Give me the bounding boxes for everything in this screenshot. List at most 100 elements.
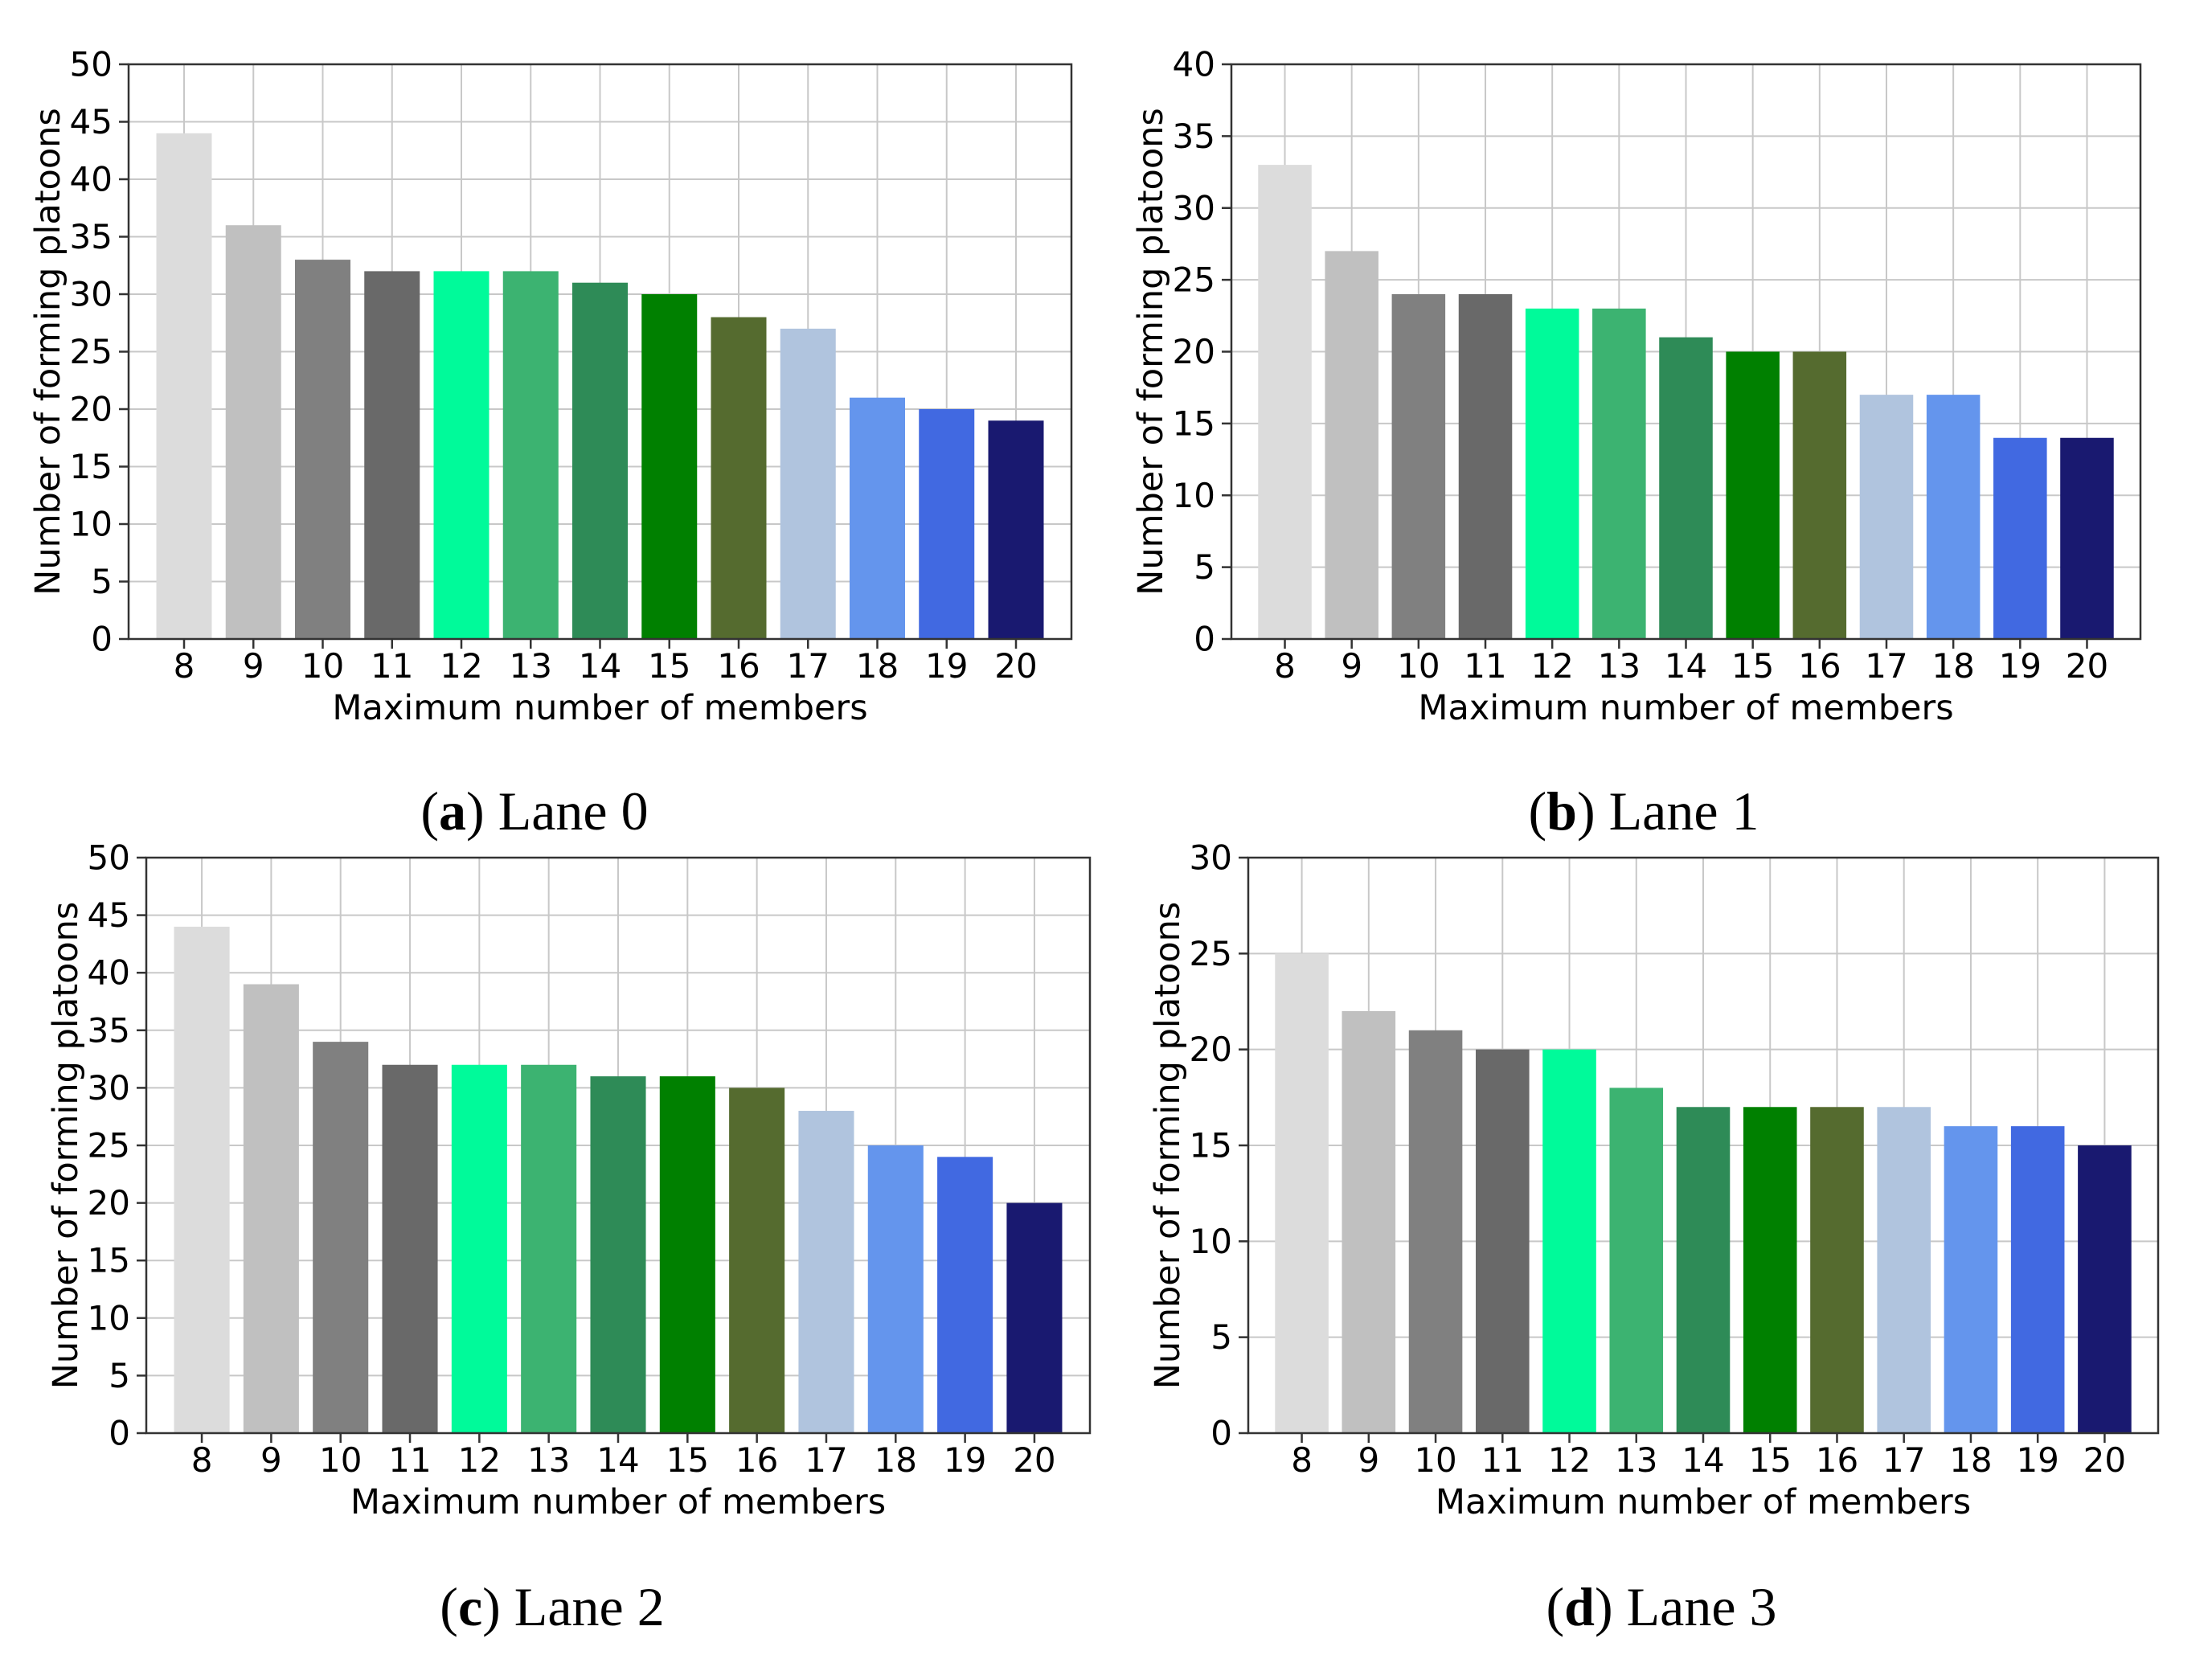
x-tick-label: 15 (1749, 1440, 1792, 1480)
x-tick-label: 19 (1999, 646, 2042, 686)
caption-lane-1: (b) Lane 1 (1528, 780, 1759, 842)
bar-10 (313, 1042, 369, 1433)
y-tick-label: 20 (1190, 1030, 1232, 1069)
chart-lane-3: 0 5 10 15 20 25 30 8 9 10 11 12 13 14 15 16 17 18 19 20 Maxi… (1148, 838, 2160, 1522)
x-axis-label: Maximum number of members (1418, 688, 1953, 728)
x-tick-label: 13 (1598, 646, 1641, 686)
bar-17 (1859, 395, 1914, 639)
bar-9 (225, 225, 281, 639)
y-tick-label: 5 (109, 1356, 130, 1395)
caption-letter: c (457, 1576, 483, 1637)
caption-letter: b (1546, 780, 1577, 842)
y-tick-label: 15 (1190, 1126, 1232, 1165)
bar-15 (1743, 1107, 1797, 1433)
y-tick-label: 45 (70, 102, 113, 141)
bar-16 (1810, 1107, 1864, 1433)
x-axis-label: Maximum number of members (1436, 1482, 1971, 1522)
bar-20 (2060, 437, 2114, 639)
bar-19 (919, 409, 975, 639)
y-tick-label: 35 (1173, 117, 1215, 156)
x-tick-label: 14 (579, 646, 621, 686)
bar-12 (1542, 1049, 1596, 1433)
y-tick-label: 45 (88, 895, 130, 935)
x-tick-label: 18 (875, 1440, 917, 1480)
y-tick-label: 35 (70, 217, 113, 256)
y-tick-label: 25 (1190, 934, 1232, 973)
bar-19 (937, 1157, 993, 1433)
y-tick-label: 10 (1173, 476, 1215, 515)
y-tick-label: 40 (88, 953, 130, 993)
bar-16 (711, 317, 767, 639)
y-tick-label: 0 (109, 1414, 130, 1453)
x-tick-label: 12 (440, 646, 482, 686)
bar-10 (1391, 294, 1446, 639)
caption-lane-3: (d) Lane 3 (1546, 1576, 1777, 1637)
y-tick-label: 30 (1173, 188, 1215, 227)
x-tick-label: 8 (191, 1440, 213, 1480)
caption-text: Lane 2 (514, 1576, 665, 1637)
y-tick-label: 20 (70, 390, 113, 429)
x-tick-label: 18 (856, 646, 899, 686)
bar-8 (1258, 165, 1312, 639)
bar-8 (1275, 953, 1329, 1433)
bar-15 (1726, 351, 1780, 639)
bar-15 (659, 1076, 715, 1433)
y-tick-label: 15 (88, 1241, 130, 1280)
x-tick-label: 18 (1931, 646, 1974, 686)
x-tick-label: 10 (1414, 1440, 1456, 1480)
x-tick-label: 18 (1949, 1440, 1992, 1480)
x-tick-label: 17 (1865, 646, 1907, 686)
y-axis-label: Number of forming platoons (1131, 108, 1171, 596)
y-tick-label: 0 (91, 620, 113, 659)
x-tick-label: 15 (666, 1440, 709, 1480)
bar-13 (1609, 1088, 1664, 1433)
caption-lane-0: (a) Lane 0 (420, 780, 649, 842)
x-tick-label: 8 (1291, 1440, 1313, 1480)
bar-9 (1342, 1010, 1396, 1433)
y-tick-label: 10 (88, 1298, 130, 1337)
y-tick-label: 5 (91, 562, 113, 601)
x-tick-label: 16 (735, 1440, 778, 1480)
x-tick-label: 17 (787, 646, 830, 686)
y-tick-label: 30 (88, 1068, 130, 1108)
x-tick-label: 13 (1615, 1440, 1657, 1480)
y-tick-label: 10 (1190, 1222, 1232, 1261)
caption-text: Lane 0 (498, 780, 649, 842)
bar-18 (1944, 1126, 1998, 1433)
x-tick-label: 12 (458, 1440, 501, 1480)
x-tick-label: 10 (1397, 646, 1440, 686)
x-tick-label: 19 (944, 1440, 986, 1480)
x-tick-label: 11 (1464, 646, 1506, 686)
y-tick-label: 20 (88, 1183, 130, 1223)
bar-12 (1525, 308, 1579, 639)
bar-20 (988, 420, 1044, 639)
y-tick-label: 50 (88, 838, 130, 878)
x-tick-label: 9 (1358, 1440, 1379, 1480)
x-tick-label: 16 (1798, 646, 1841, 686)
x-tick-label: 13 (510, 646, 552, 686)
caption-text: Lane 3 (1626, 1576, 1777, 1637)
x-tick-label: 20 (1013, 1440, 1055, 1480)
bar-9 (1325, 251, 1378, 639)
y-tick-label: 0 (1210, 1414, 1232, 1453)
bar-13 (521, 1064, 577, 1433)
bar-11 (1476, 1049, 1530, 1433)
y-tick-label: 30 (1190, 838, 1232, 878)
x-tick-label: 20 (2066, 646, 2108, 686)
bar-17 (1877, 1107, 1931, 1433)
y-axis-label: Number of forming platoons (46, 902, 86, 1390)
x-tick-label: 8 (1274, 646, 1296, 686)
bar-18 (867, 1145, 924, 1433)
x-tick-label: 17 (1882, 1440, 1925, 1480)
x-tick-label: 12 (1548, 1440, 1591, 1480)
y-tick-label: 20 (1173, 332, 1215, 371)
bar-12 (451, 1064, 507, 1433)
y-tick-label: 15 (70, 447, 113, 486)
bar-11 (382, 1064, 438, 1433)
caption-letter: a (439, 780, 467, 842)
y-tick-label: 0 (1194, 620, 1215, 659)
bar-20 (2078, 1145, 2132, 1433)
x-tick-label: 8 (174, 646, 195, 686)
y-axis-label: Number of forming platoons (28, 108, 68, 596)
y-tick-label: 40 (1173, 45, 1215, 84)
